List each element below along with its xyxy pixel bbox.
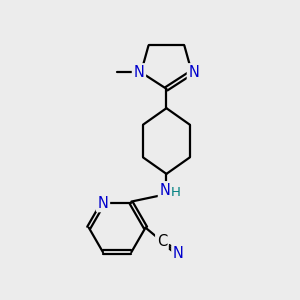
Text: N: N bbox=[188, 65, 199, 80]
Text: N: N bbox=[98, 196, 108, 211]
Text: N: N bbox=[134, 65, 144, 80]
Text: C: C bbox=[157, 234, 167, 249]
Text: H: H bbox=[171, 186, 181, 199]
Text: N: N bbox=[173, 246, 184, 261]
Text: N: N bbox=[160, 183, 170, 198]
